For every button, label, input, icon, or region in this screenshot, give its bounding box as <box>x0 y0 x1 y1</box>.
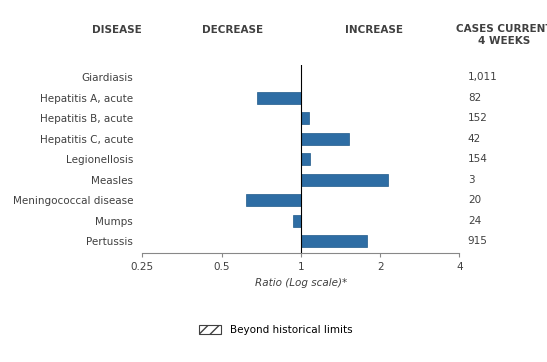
Text: 24: 24 <box>468 216 481 226</box>
Bar <box>301 112 309 125</box>
Text: 152: 152 <box>468 113 488 123</box>
Text: INCREASE: INCREASE <box>345 25 403 35</box>
Text: 82: 82 <box>468 93 481 103</box>
Bar <box>246 194 301 206</box>
Bar <box>301 153 310 165</box>
Text: 3: 3 <box>468 175 474 185</box>
X-axis label: Ratio (Log scale)*: Ratio (Log scale)* <box>255 278 347 288</box>
Bar <box>301 133 349 145</box>
Bar <box>257 92 301 104</box>
Text: 915: 915 <box>468 236 488 246</box>
Text: 20: 20 <box>468 195 481 205</box>
Text: 154: 154 <box>468 154 488 164</box>
Text: 1,011: 1,011 <box>468 72 498 83</box>
Bar <box>301 174 388 186</box>
Legend: Beyond historical limits: Beyond historical limits <box>199 325 352 335</box>
Text: 42: 42 <box>468 134 481 144</box>
Text: DISEASE: DISEASE <box>92 25 142 35</box>
Text: CASES CURRENT
4 WEEKS: CASES CURRENT 4 WEEKS <box>456 24 547 46</box>
Bar <box>293 215 301 227</box>
Bar <box>301 235 367 247</box>
Text: DECREASE: DECREASE <box>202 25 263 35</box>
